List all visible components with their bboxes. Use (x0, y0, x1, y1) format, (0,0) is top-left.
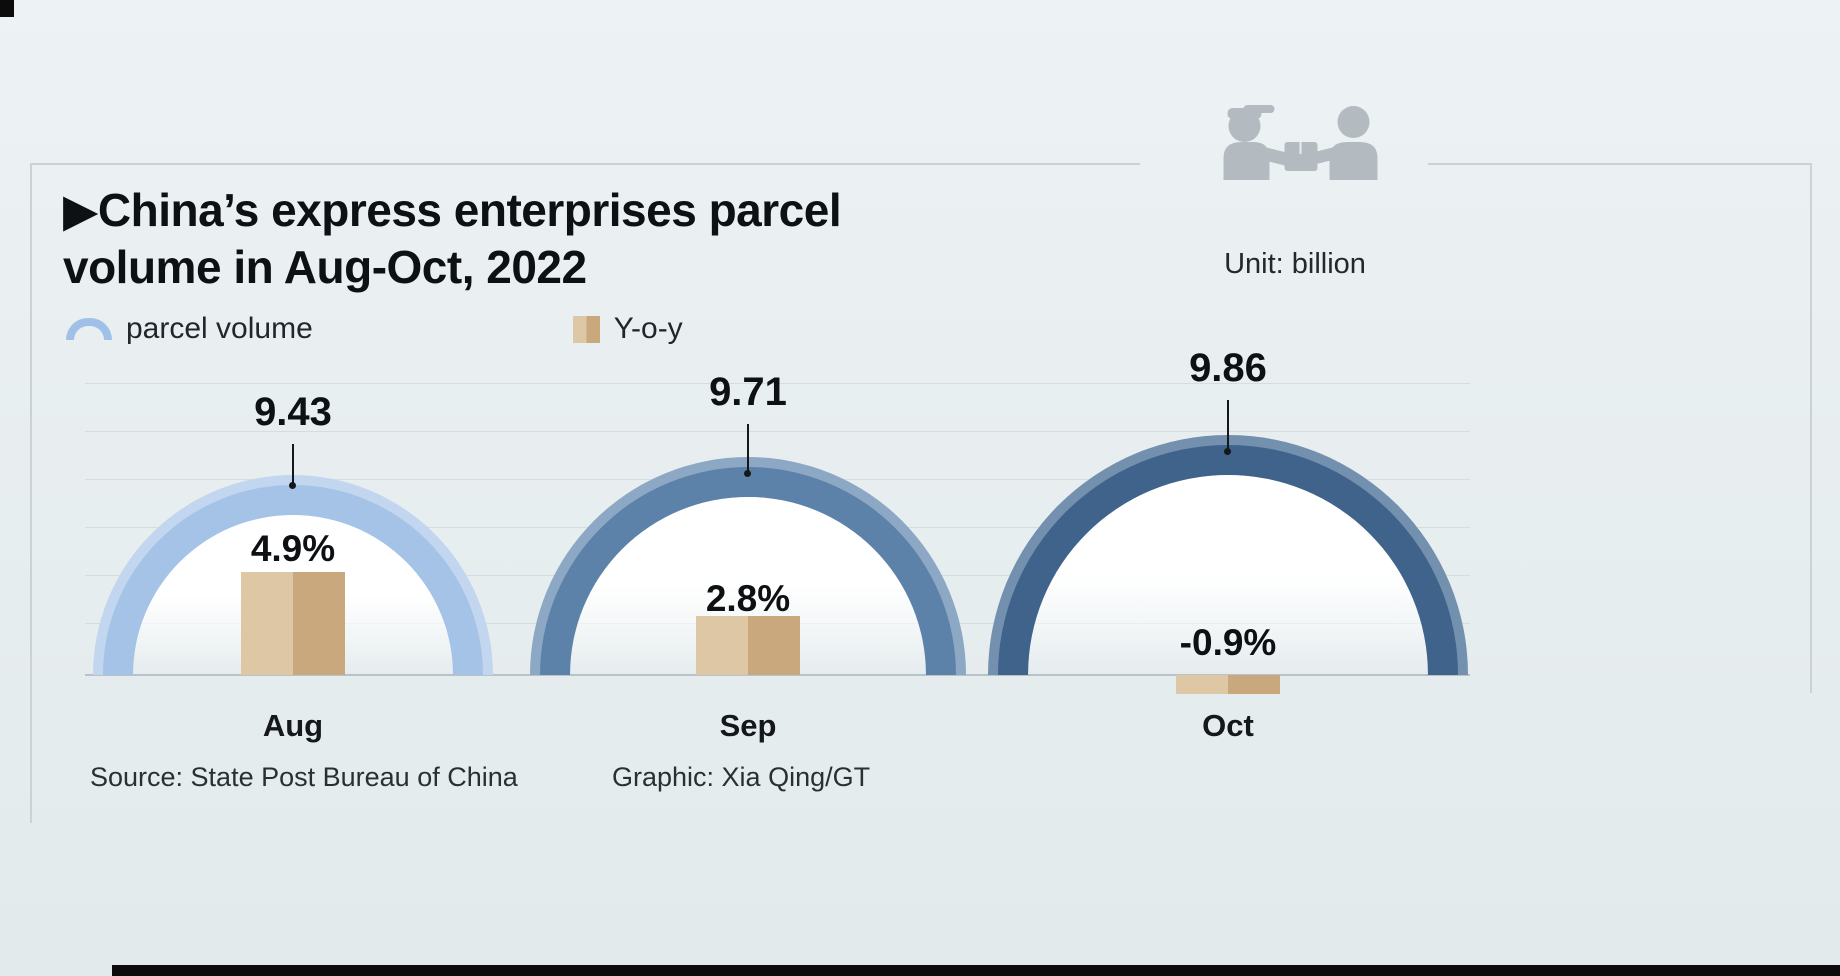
x-tick-oct: Oct (1202, 708, 1254, 743)
parcel-volume-arc-swatch (66, 318, 112, 340)
yoy-label-oct: -0.9% (1179, 622, 1277, 663)
top-left-notch (0, 0, 14, 17)
legend-label-parcel-volume: parcel volume (126, 312, 313, 345)
leader-line-aug (292, 444, 294, 484)
courier-delivery-icon (1223, 105, 1378, 180)
x-tick-aug: Aug (262, 708, 324, 743)
x-tick-sep: Sep (719, 708, 777, 743)
leader-dot-sep (744, 470, 751, 477)
graphic-credit: Graphic: Xia Qing/GT (612, 762, 871, 792)
unit-label: Unit: billion (1224, 248, 1366, 280)
leader-line-sep (747, 424, 749, 472)
value-label-aug: 9.43 (254, 390, 332, 434)
yoy-label-sep: 2.8% (705, 578, 791, 619)
yoy-bar-oct (1176, 675, 1280, 694)
leader-line-oct (1227, 400, 1229, 450)
gridline (85, 383, 1470, 384)
source-credit: Source: State Post Bureau of China (90, 762, 518, 792)
legend: parcel volume Y-o-y (66, 312, 683, 346)
page-title-line2: volume in Aug-Oct, 2022 (63, 241, 587, 293)
gridline (85, 431, 1470, 432)
leader-dot-oct (1224, 448, 1231, 455)
value-label-sep: 9.71 (709, 370, 787, 414)
leader-dot-aug (289, 482, 296, 489)
page-title-line1: ▶China’s express enterprises parcel (63, 184, 842, 236)
frame-top-right-line (1428, 163, 1812, 165)
yoy-bars-swatch (572, 315, 600, 343)
yoy-bar-aug (241, 572, 345, 675)
parcel-volume-arc-sep (530, 457, 966, 675)
frame-left-line (30, 163, 32, 823)
parcel-volume-arc-oct (988, 435, 1468, 675)
bottom-black-bar (112, 965, 1840, 976)
frame-right-line (1810, 163, 1812, 693)
frame-top-left-line (30, 163, 1140, 165)
value-label-oct: 9.86 (1189, 346, 1267, 390)
x-axis-baseline (85, 674, 1470, 676)
legend-label-yoy: Y-o-y (613, 312, 683, 345)
yoy-label-aug: 4.9% (250, 528, 336, 569)
page-title: ▶China’s express enterprises parcel volu… (63, 182, 842, 296)
yoy-bar-sep (696, 616, 800, 675)
